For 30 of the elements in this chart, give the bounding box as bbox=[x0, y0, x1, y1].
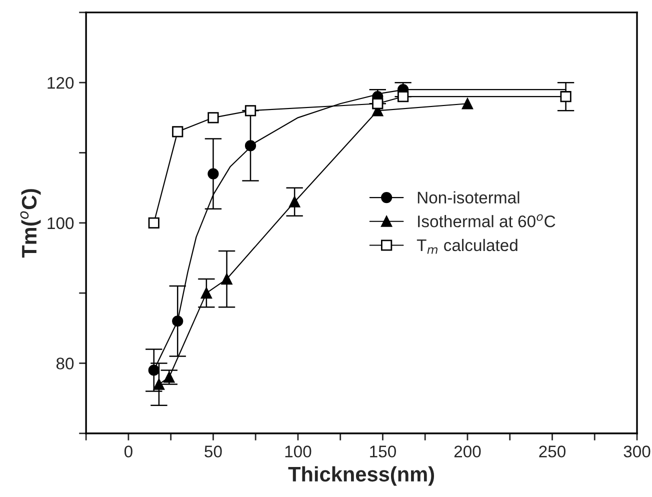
point bbox=[398, 91, 409, 102]
point bbox=[148, 364, 160, 376]
legend-label: T$_{m}$ calculated bbox=[416, 238, 518, 254]
point bbox=[221, 273, 232, 285]
point bbox=[462, 98, 474, 110]
point bbox=[153, 378, 165, 390]
y-tick-label: 80 bbox=[56, 358, 74, 370]
y-tick-label: 100 bbox=[48, 217, 74, 230]
x-tick-label: 250 bbox=[539, 446, 566, 458]
x-tick-label: 0 bbox=[124, 446, 132, 458]
point bbox=[208, 112, 219, 124]
point bbox=[372, 98, 384, 110]
point bbox=[200, 288, 212, 299]
x-tick-label: 200 bbox=[454, 446, 481, 458]
legend-label: Non-isotermal bbox=[418, 191, 520, 204]
x-tick-label: 50 bbox=[204, 446, 222, 458]
point bbox=[560, 91, 572, 102]
point bbox=[289, 196, 300, 208]
legend-label: Isothermal at 60$^{o}$C bbox=[418, 214, 556, 228]
point bbox=[148, 217, 160, 228]
x-tick-label: 300 bbox=[624, 446, 650, 458]
point bbox=[244, 105, 256, 116]
x-tick-label: 100 bbox=[285, 446, 312, 458]
point bbox=[164, 372, 175, 383]
point bbox=[172, 126, 184, 138]
x-tick-label: 150 bbox=[370, 446, 396, 458]
y-tick-label: 120 bbox=[48, 76, 74, 89]
x-axis-title: Thickness(nm) bbox=[288, 466, 434, 486]
y-axis-title: Tm($^{o}$C) bbox=[20, 189, 41, 258]
point bbox=[208, 168, 219, 180]
